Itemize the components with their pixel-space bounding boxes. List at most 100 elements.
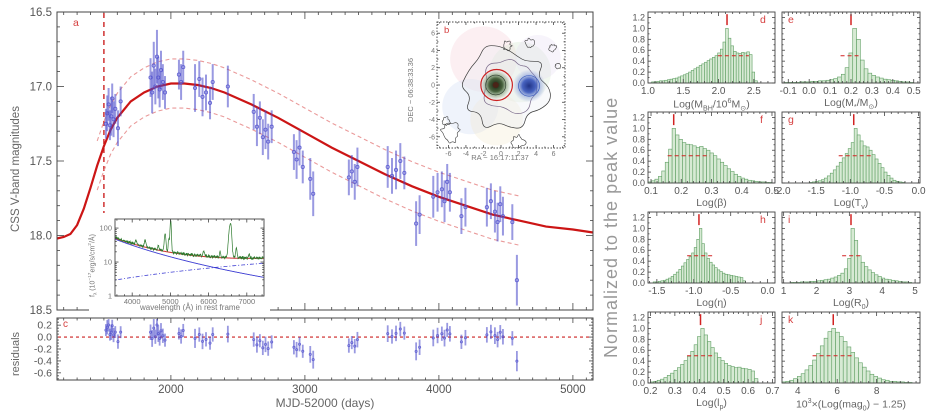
svg-text:0.8: 0.8 (632, 134, 645, 144)
svg-text:2.0: 2.0 (712, 86, 726, 97)
galaxy-dec-axis-label: DEC − 06:38:33.36 (406, 57, 415, 122)
svg-text:1.2: 1.2 (632, 112, 645, 122)
svg-text:4: 4 (534, 151, 538, 158)
svg-text:-0.4: -0.4 (34, 355, 52, 367)
svg-text:2: 2 (431, 65, 435, 72)
svg-text:0.2: 0.2 (632, 67, 645, 77)
svg-text:1.5: 1.5 (676, 86, 690, 97)
svg-text:0.1: 0.1 (823, 86, 837, 97)
svg-text:0.4: 0.4 (886, 86, 900, 97)
svg-text:0.2: 0.2 (674, 186, 688, 197)
panel-letter-k: k (788, 314, 794, 326)
svg-text:-1.5: -1.5 (808, 186, 826, 197)
svg-text:1.2: 1.2 (632, 312, 645, 322)
right-grid-y-axis-label: Normalized to the peak value (601, 96, 621, 358)
light-curve-y-axis-label: CSS V-band magnitudes (10, 106, 22, 232)
svg-text:-4: -4 (463, 151, 469, 158)
svg-text:4: 4 (879, 286, 885, 297)
histogram-x-label: Log(β) (696, 197, 727, 209)
svg-text:7000: 7000 (238, 297, 255, 306)
svg-text:0.0: 0.0 (632, 178, 645, 188)
svg-text:-0.1: -0.1 (780, 86, 798, 97)
svg-text:1.0: 1.0 (632, 23, 645, 33)
histogram-x-label: 103×(Log(mag0) − 1.25) (795, 397, 907, 413)
svg-text:0.0: 0.0 (632, 78, 645, 88)
svg-text:0.3: 0.3 (705, 186, 719, 197)
svg-text:0.2: 0.2 (643, 386, 657, 397)
svg-text:-6: -6 (445, 151, 451, 158)
svg-text:2.5: 2.5 (747, 86, 761, 97)
histogram-bars (652, 228, 746, 284)
histogram-panel-h: -1.5 -1.0 -0.5 0.00.00.20.40.60.81.01.2 (632, 211, 776, 297)
svg-text:-0.6: -0.6 (34, 367, 52, 379)
histogram-bars (781, 328, 913, 384)
svg-text:0.7: 0.7 (766, 386, 780, 397)
histogram-panel-f: 0.1 0.2 0.3 0.4 0.50.00.20.40.60.81.01.2 (632, 111, 779, 197)
svg-text:17.5: 17.5 (30, 156, 52, 168)
spectrum-y-axis-label: fλ (10−17erg/s/cm2/Å) (88, 234, 99, 297)
svg-text:1.0: 1.0 (632, 323, 645, 333)
residuals-y-axis-label: residuals (10, 331, 22, 376)
svg-text:0.0: 0.0 (912, 186, 926, 197)
light-curve-x-axis-label: MJD-52000 (days) (275, 396, 375, 410)
svg-text:1.2: 1.2 (632, 212, 645, 222)
histogram-panel-j: 0.2 0.3 0.4 0.5 0.6 0.70.00.20.40.60.81.01.2 (632, 311, 780, 397)
panel-letter-c: c (63, 319, 68, 330)
panel-letter-e: e (788, 14, 794, 26)
svg-text:1.2: 1.2 (632, 12, 645, 22)
histogram-x-label: Log(MBH/106M⊙) (673, 97, 750, 113)
host-galaxy-template-line (115, 262, 264, 281)
svg-text:0.1: 0.1 (644, 186, 658, 197)
svg-text:17.0: 17.0 (30, 82, 52, 94)
svg-text:-1.5: -1.5 (648, 286, 666, 297)
svg-text:-2: -2 (429, 100, 435, 107)
panel-letter-h: h (760, 214, 766, 226)
svg-text:0.2: 0.2 (844, 86, 858, 97)
svg-text:2: 2 (517, 151, 521, 158)
svg-text:0.6: 0.6 (632, 245, 645, 255)
histogram-panel-g: -2.0 -1.5 -1.0 -0.5 0.0 (773, 111, 926, 197)
svg-text:8: 8 (874, 386, 880, 397)
residual-data-points (104, 319, 519, 372)
svg-text:0.2: 0.2 (632, 167, 645, 177)
svg-text:3000: 3000 (292, 384, 318, 396)
svg-text:0.0: 0.0 (632, 378, 645, 388)
svg-text:-1.0: -1.0 (685, 286, 703, 297)
histogram-panel-k: 4 6 8 (781, 311, 921, 397)
svg-text:5000: 5000 (560, 384, 586, 396)
svg-text:18.5: 18.5 (30, 305, 52, 317)
svg-text:2000: 2000 (158, 384, 184, 396)
svg-text:6: 6 (834, 386, 840, 397)
histogram-x-label: Log(lp) (696, 397, 727, 412)
svg-text:-0.5: -0.5 (876, 186, 894, 197)
svg-text:1.0: 1.0 (632, 223, 645, 233)
svg-text:4000: 4000 (426, 384, 452, 396)
light-curve-data-points (103, 29, 519, 306)
svg-text:0.8: 0.8 (632, 234, 645, 244)
svg-text:0.4: 0.4 (692, 386, 706, 397)
svg-text:0.3: 0.3 (668, 386, 682, 397)
svg-text:0.8: 0.8 (632, 334, 645, 344)
svg-text:0.0: 0.0 (802, 86, 816, 97)
panel-letter-b: b (444, 25, 450, 36)
model-envelope (96, 58, 520, 246)
svg-text:0.5: 0.5 (907, 86, 921, 97)
svg-text:0.6: 0.6 (632, 345, 645, 355)
histogram-panel-e: -0.1 0.0 0.1 0.2 0.3 0.4 0.5 (780, 11, 921, 97)
svg-text:5: 5 (912, 286, 918, 297)
panel-letter-f: f (760, 114, 763, 126)
spectrum-x-axis-label: wavelength (Å) in rest frame (139, 303, 241, 312)
svg-text:1: 1 (781, 286, 787, 297)
svg-text:0.5: 0.5 (717, 386, 731, 397)
svg-text:0.0: 0.0 (37, 332, 52, 344)
svg-text:0: 0 (499, 151, 503, 158)
companion-blue-source (512, 69, 546, 103)
svg-text:0: 0 (431, 83, 435, 90)
svg-text:-2: -2 (480, 151, 486, 158)
galaxy-ra-axis-label: RA − 16:17:11.37 (471, 153, 529, 162)
histogram-bars (809, 128, 906, 184)
svg-text:4: 4 (431, 48, 435, 55)
svg-text:0.0: 0.0 (632, 278, 645, 288)
